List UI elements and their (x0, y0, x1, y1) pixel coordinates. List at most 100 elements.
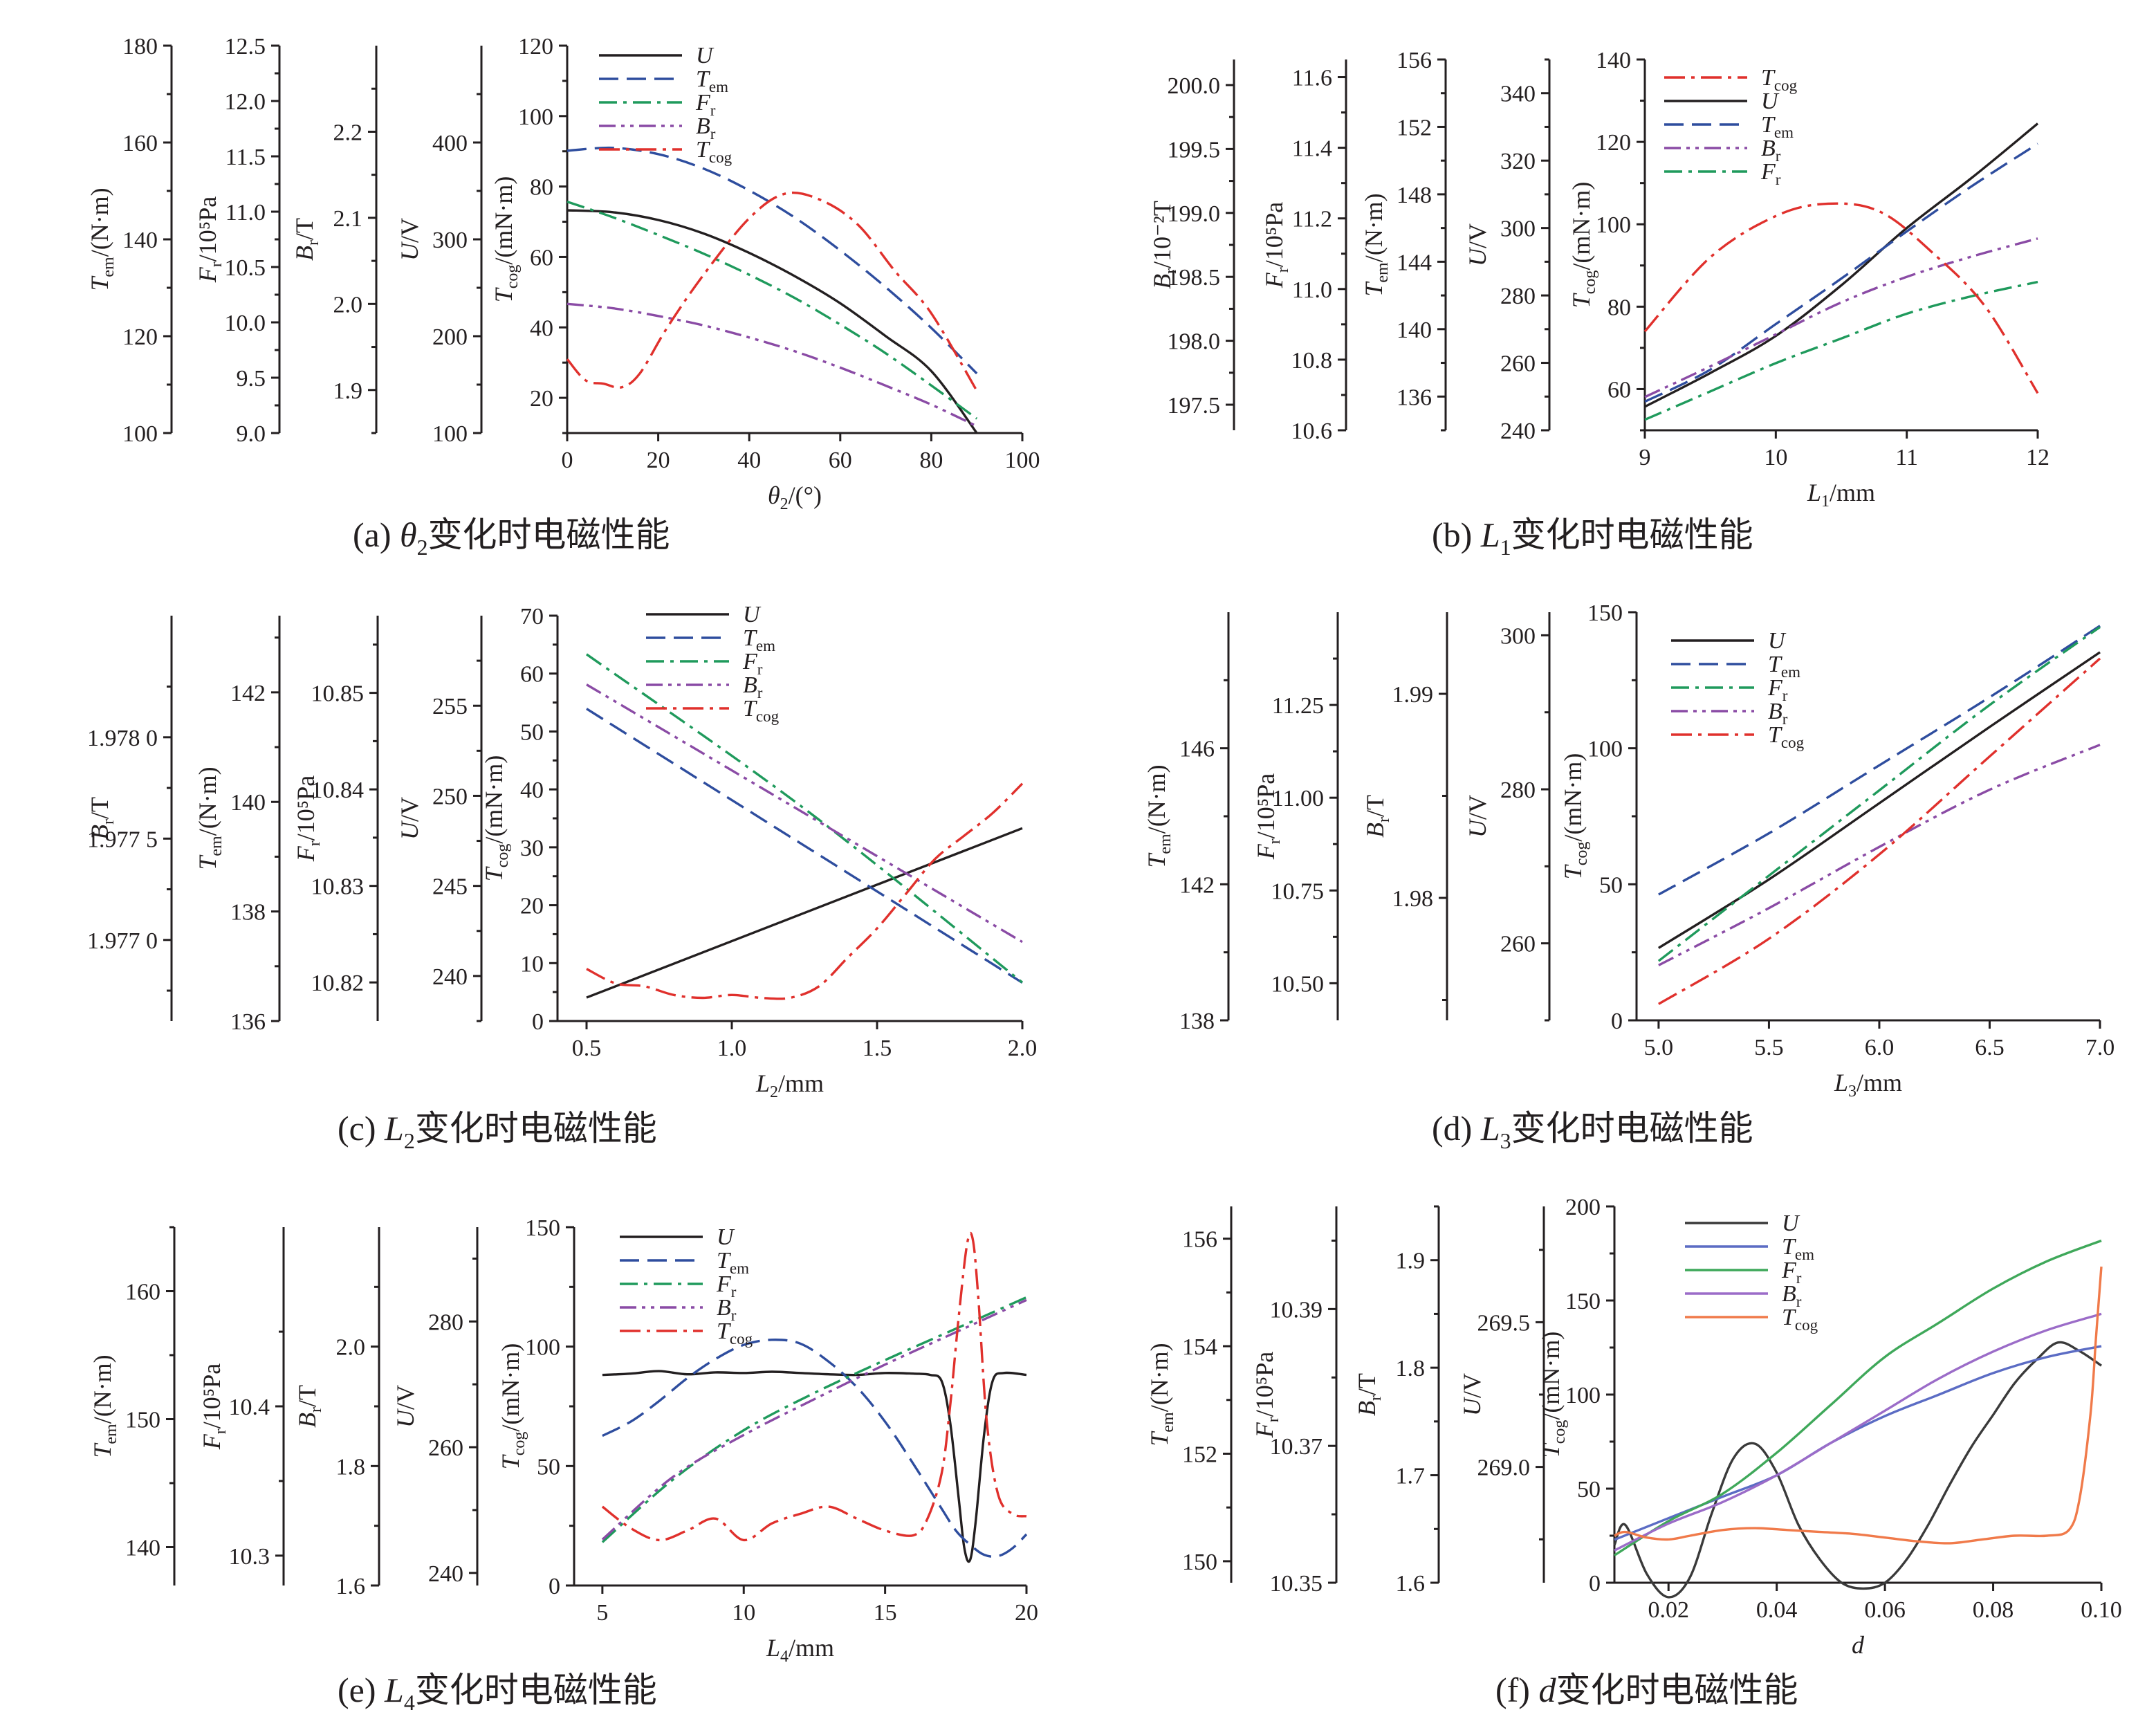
axis-title: Fr/10⁵Pa (1252, 773, 1284, 861)
tick-label: 320 (1500, 149, 1536, 174)
series-u (566, 209, 978, 434)
tick-label: 150 (125, 1408, 160, 1433)
tick-label: 200.0 (1168, 73, 1221, 99)
axis-title: Tcog/(mN·m) (480, 755, 512, 882)
axis-u: 260 280 300 U/V (1464, 612, 1551, 1022)
series-tem (566, 146, 978, 375)
series-u (1644, 122, 2039, 408)
tick-label: 40 (737, 448, 761, 473)
x-axis-title: L3/mm (1834, 1069, 1902, 1101)
tick-label: 240 (1500, 419, 1536, 444)
tick-label: 11.25 (1272, 693, 1324, 719)
legend-label-u: U (1782, 1211, 1800, 1236)
tick-label: 1.0 (717, 1036, 747, 1061)
tick-label: 160 (122, 131, 158, 156)
axis-title: Tem/(N·m) (1143, 764, 1174, 867)
chart-f: 150 152 154 156 Tem/(N·m) 10.35 10.37 10.39 Fr/1… (1145, 1195, 2122, 1709)
tick-label: 120 (1596, 130, 1631, 156)
legend-label-tcog: Tcog (1782, 1305, 1818, 1334)
axis-fr: 10.82 10.83 10.84 10.85 Fr/10⁵Pa (292, 616, 379, 1021)
tick-label: 11.0 (1292, 277, 1332, 303)
tick-label: 0.08 (1973, 1597, 2014, 1623)
legend-label-br: Br (1761, 136, 1781, 165)
axis-tcog: 60 80 100 120 140 Tcog/(mN·m) (1567, 48, 1646, 432)
tick-label: 0.02 (1648, 1597, 1689, 1623)
series-br (1614, 1312, 2102, 1552)
tick-label: 10.6 (1291, 419, 1333, 444)
tick-label: 5.5 (1754, 1035, 1784, 1060)
legend-label-br: Br (1768, 699, 1788, 728)
axis-title: Tcog/(mN·m) (1559, 753, 1591, 880)
tick-label: 20 (647, 448, 670, 473)
tick-label: 9.5 (237, 366, 266, 392)
axis-br: 197.5 198.0 198.5 199.0 199.5 200.0 Br/10⁻²T (1148, 59, 1235, 430)
axis-u: 240 260 280 300 320 340 U/V (1464, 58, 1551, 444)
tick-label: 10.82 (311, 971, 365, 996)
tick-label: 5.0 (1644, 1035, 1674, 1060)
tick-label: 10.0 (225, 311, 266, 336)
tick-label: 20 (530, 386, 553, 412)
series-tem (1658, 625, 2101, 896)
tick-label: 1.7 (1396, 1464, 1426, 1489)
tick-label: 20 (1015, 1600, 1038, 1626)
axis-title: Fr/10⁵Pa (1260, 202, 1292, 289)
tick-label: 80 (530, 175, 553, 201)
series-fr (566, 200, 978, 420)
tick-label: 200 (432, 324, 468, 350)
tick-label: 1.5 (863, 1036, 892, 1061)
tick-label: 1.6 (336, 1574, 366, 1599)
legend-label-br: Br (743, 672, 763, 701)
tick-label: 12 (2026, 445, 2049, 470)
legend-label-u: U (696, 43, 715, 68)
tick-label: 300 (432, 228, 468, 253)
tick-label: 156 (1182, 1227, 1217, 1253)
legend-label-tem: Tem (743, 625, 775, 654)
tick-label: 2.0 (333, 292, 363, 318)
chart-c: 1.977 0 1.977 5 1.978 0 Br/T 136 138 140 142 Tem… (86, 602, 1037, 1153)
axis-tcog: 0 50 100 150 200 Tcog/(mN·m) (1537, 1195, 1616, 1597)
tick-label: 300 (1500, 217, 1536, 242)
tick-label: 120 (518, 34, 553, 59)
axis-tem: 140 150 160 Tem/(N·m) (89, 1226, 176, 1585)
x-axis-title: L2/mm (755, 1069, 824, 1101)
axis-title: Br/T (1353, 1373, 1385, 1416)
x-axis-title: L4/mm (766, 1634, 834, 1666)
tick-label: 100 (432, 421, 468, 447)
series-br (1658, 744, 2101, 966)
legend-label-fr: Fr (1760, 159, 1781, 188)
tick-label: 10.8 (1291, 348, 1333, 374)
tick-label: 10.35 (1270, 1571, 1323, 1597)
tick-label: 180 (122, 34, 158, 59)
axis-br: 1.977 0 1.977 5 1.978 0 Br/T (86, 616, 173, 1021)
tick-label: 198.5 (1168, 265, 1221, 291)
tick-label: 142 (1179, 872, 1215, 898)
tick-label: 250 (432, 784, 468, 809)
tick-label: 80 (1607, 295, 1631, 320)
axis-title: Br/T (1361, 795, 1393, 838)
series-tem (1644, 143, 2038, 403)
tick-label: 15 (874, 1600, 897, 1626)
tick-label: 2.2 (333, 120, 363, 145)
tick-label: 10.83 (311, 874, 365, 900)
caption: (b) L1变化时电磁性能 (1432, 515, 1753, 560)
legend-label-u: U (1768, 628, 1787, 654)
tick-label: 10.84 (311, 778, 365, 803)
tick-label: 280 (1500, 778, 1536, 803)
x-axis-title: L1/mm (1807, 479, 1875, 511)
tick-label: 40 (530, 315, 553, 341)
tick-label: 1.977 0 (87, 928, 158, 954)
tick-label: 150 (1182, 1550, 1217, 1575)
tick-label: 140 (230, 790, 266, 816)
tick-label: 10 (732, 1600, 755, 1626)
axis-title: Tcog/(mN·m) (1537, 1332, 1569, 1458)
tick-label: 30 (520, 836, 544, 861)
axis-u: 240 245 250 255 U/V (396, 616, 483, 1022)
series-fr (586, 653, 1024, 984)
tick-label: 140 (1596, 48, 1631, 73)
tick-label: 100 (1005, 448, 1040, 473)
tick-label: 100 (1596, 212, 1631, 238)
tick-label: 0 (1611, 1009, 1623, 1034)
